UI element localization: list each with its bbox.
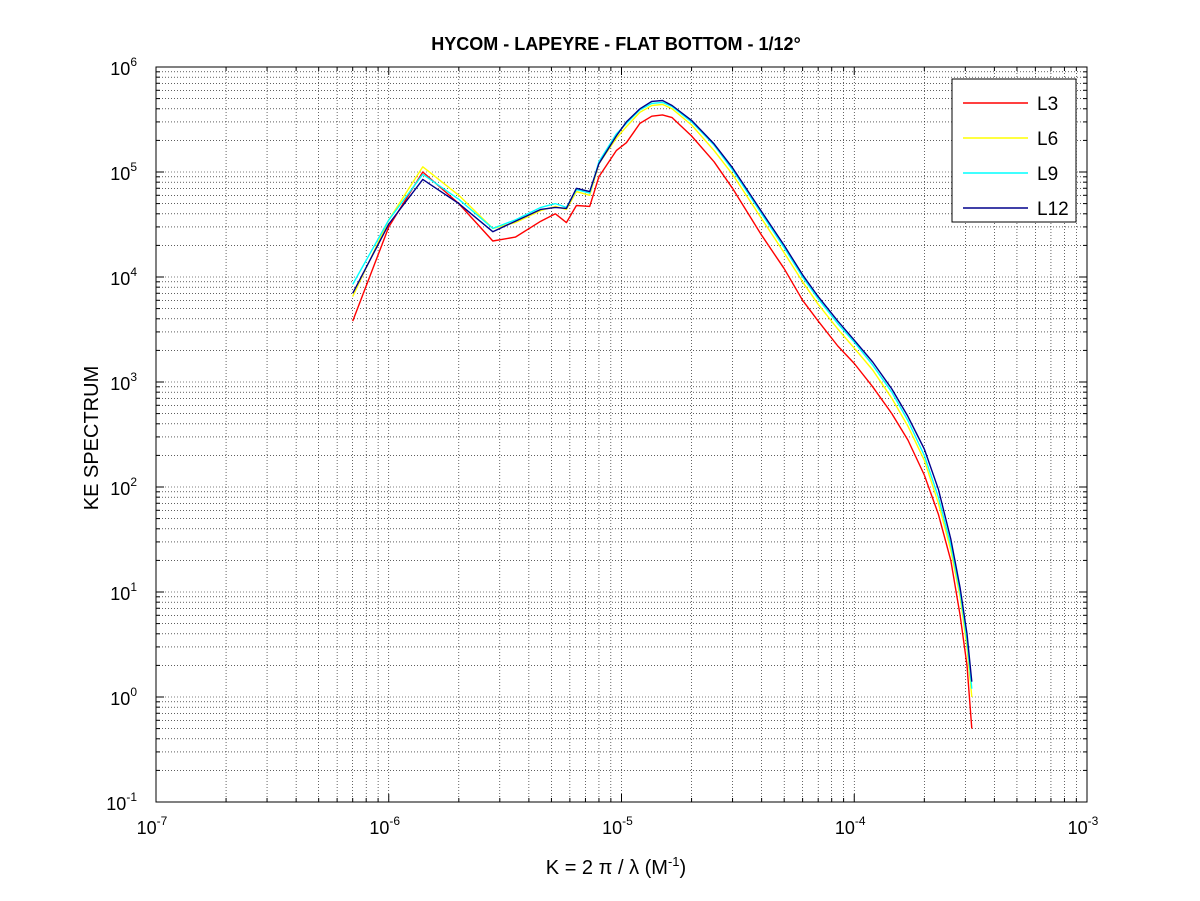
x-tick-label: 10-6: [369, 814, 400, 838]
x-tick-labels: 10-7 10-6 10-5 10-4 10-3: [137, 814, 1099, 838]
series-line-l12: [352, 99, 973, 682]
axis-ticks: [155, 66, 1088, 803]
x-tick-label: 10-7: [137, 814, 168, 838]
y-tick-label: 104: [110, 265, 137, 289]
x-axis-label: K = 2 π / λ (M-1): [546, 854, 686, 879]
legend-label-l12: L12: [1037, 199, 1069, 220]
legend-label-l3: L3: [1037, 94, 1058, 115]
chart-title: HYCOM - LAPEYRE - FLAT BOTTOM - 1/12°: [431, 34, 801, 54]
series-line-l3: [352, 114, 973, 729]
y-tick-labels: 10-1 100 101 102 103 104 105 106: [106, 55, 137, 814]
y-tick-label: 100: [110, 685, 137, 709]
y-tick-label: 10-1: [106, 790, 137, 814]
legend-label-l9: L9: [1037, 164, 1058, 185]
y-tick-label: 102: [110, 475, 137, 499]
series-layer: [352, 99, 973, 729]
grid: [156, 67, 1087, 802]
x-tick-label: 10-4: [835, 814, 866, 838]
y-tick-label: 101: [110, 580, 137, 604]
x-tick-label: 10-5: [602, 814, 633, 838]
series-line-l9: [352, 101, 973, 689]
legend: L3 L6 L9 L12: [951, 78, 1077, 223]
legend-label-l6: L6: [1037, 129, 1058, 150]
x-tick-label: 10-3: [1068, 814, 1099, 838]
series-line-l6: [352, 103, 973, 698]
y-tick-label: 106: [110, 55, 137, 79]
y-tick-label: 105: [110, 160, 137, 184]
y-tick-label: 103: [110, 370, 137, 394]
y-axis-label: KE SPECTRUM: [81, 366, 103, 510]
